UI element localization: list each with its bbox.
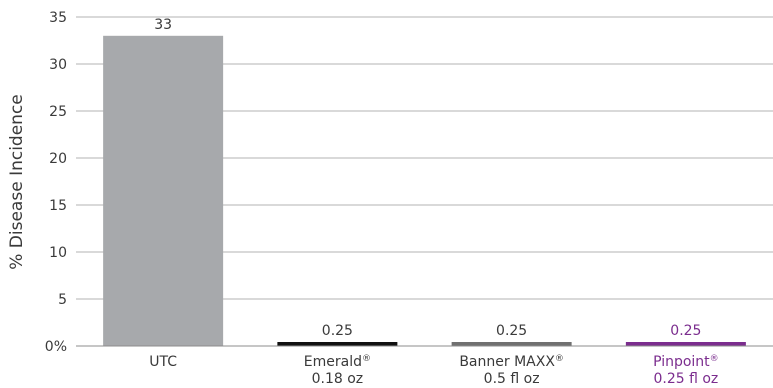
bar-pinpoint <box>625 342 746 346</box>
y-tick-label: 15 <box>49 198 67 214</box>
category-sublabel: 0.18 oz <box>312 371 364 387</box>
category-label: UTC <box>149 354 177 370</box>
bars <box>103 35 746 347</box>
y-tick-label: 10 <box>49 245 67 261</box>
bar-utc <box>103 35 224 347</box>
value-labels: 33 0.25 0.25 0.25 <box>154 17 701 339</box>
bar-value-label: 33 <box>154 17 172 33</box>
y-tick-label: 0% <box>45 339 67 355</box>
category-label: Emerald® <box>304 354 371 370</box>
y-axis-label: % Disease Incidence <box>7 94 27 270</box>
category-sublabel: 0.25 fl oz <box>653 371 718 387</box>
y-tick-label: 5 <box>58 292 67 308</box>
bar-value-label: 0.25 <box>496 323 527 339</box>
bar-emerald <box>277 342 398 346</box>
bar-value-label: 0.25 <box>670 323 701 339</box>
category-label: Banner MAXX® <box>459 354 564 370</box>
y-tick-label: 20 <box>49 151 67 167</box>
category-labels: UTC Emerald®0.18 oz Banner MAXX®0.5 fl oz P… <box>149 354 718 387</box>
y-tick-label: 25 <box>49 104 67 120</box>
bar-banner-maxx <box>451 342 572 346</box>
category-sublabel: 0.5 fl oz <box>484 371 540 387</box>
y-tick-label: 35 <box>49 10 67 26</box>
bar-value-label: 0.25 <box>322 323 353 339</box>
category-label: Pinpoint® <box>653 354 719 370</box>
y-axis-ticks: 0% 5 10 15 20 25 30 35 <box>45 10 67 355</box>
y-tick-label: 30 <box>49 57 67 73</box>
